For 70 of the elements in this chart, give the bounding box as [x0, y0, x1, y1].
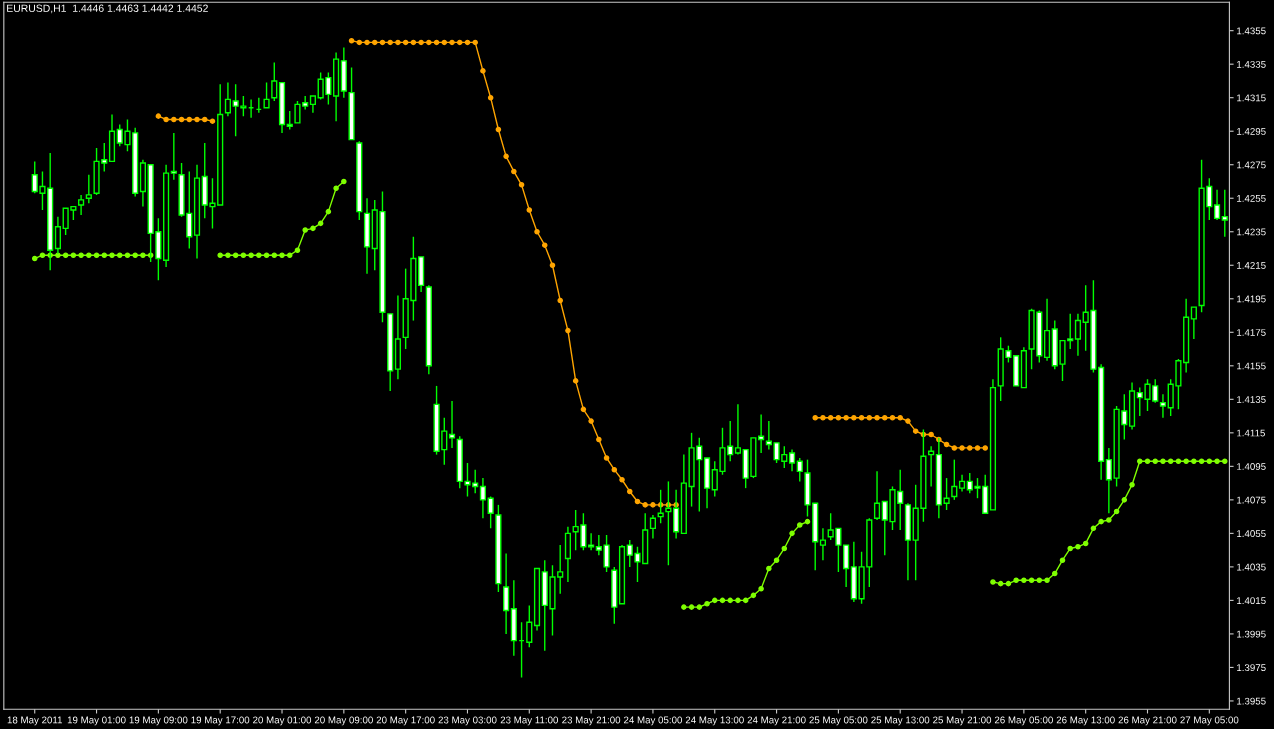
x-tick-label: 25 May 13:00 — [871, 716, 930, 726]
candlestick — [479, 477, 487, 519]
x-tick-label: 23 May 03:00 — [438, 716, 497, 726]
x-tick-label: 24 May 13:00 — [685, 716, 744, 726]
candlestick — [1221, 189, 1228, 238]
y-tick-label: 1.4295 — [1237, 127, 1266, 135]
y-tick-label: 1.4015 — [1237, 597, 1266, 605]
candlestick — [448, 400, 456, 449]
candlestick — [224, 81, 232, 117]
y-tick-label: 1.4255 — [1237, 194, 1266, 202]
candlestick — [54, 215, 62, 255]
y-tick-label: 1.4035 — [1237, 563, 1266, 571]
candlestick — [819, 527, 827, 561]
x-tick-label: 19 May 01:00 — [67, 716, 126, 726]
candlestick — [526, 604, 533, 649]
x-tick-label: 19 May 17:00 — [191, 716, 250, 726]
y-tick-label: 1.4195 — [1237, 295, 1266, 303]
y-tick-label: 1.4135 — [1237, 396, 1266, 403]
candlestick — [843, 544, 850, 588]
x-tick-label: 26 May 21:00 — [1118, 716, 1177, 726]
x-tick-label: 20 May 01:00 — [253, 716, 312, 726]
candlestick — [951, 458, 958, 501]
candlestick — [85, 174, 92, 204]
candlestick — [271, 61, 278, 102]
candlestick — [286, 110, 293, 131]
x-tick-label: 25 May 21:00 — [933, 716, 992, 726]
x-tick-label: 23 May 11:00 — [500, 716, 559, 726]
x-tick-label: 20 May 09:00 — [314, 716, 373, 726]
x-tick-label: 23 May 21:00 — [562, 716, 621, 726]
candlestick — [1074, 313, 1082, 357]
x-tick-label: 20 May 17:00 — [376, 716, 435, 726]
candlestick — [1190, 306, 1197, 340]
candlestick — [1159, 393, 1167, 419]
y-tick-label: 1.4055 — [1237, 530, 1266, 537]
candlestick — [649, 514, 657, 540]
candlestick — [873, 470, 881, 521]
candlestick — [503, 552, 510, 635]
x-tick-label: 24 May 21:00 — [747, 716, 806, 726]
chart-title: EURUSD,H1 1.4446 1.4463 1.4442 1.4452 — [7, 4, 208, 14]
candlestick — [734, 403, 742, 456]
y-tick-label: 1.3995 — [1237, 630, 1266, 638]
x-tick-label: 26 May 05:00 — [994, 716, 1053, 726]
y-tick-label: 1.4115 — [1237, 429, 1265, 437]
y-tick-label: 1.4335 — [1237, 60, 1266, 68]
y-tick-label: 1.4215 — [1237, 262, 1266, 269]
y-tick-label: 1.4355 — [1237, 27, 1266, 35]
candlestick — [758, 413, 765, 454]
x-tick-label: 19 May 09:00 — [129, 716, 188, 726]
x-tick-label: 18 May 2011 — [7, 716, 63, 726]
candlestick — [263, 81, 270, 109]
candlestick — [788, 448, 796, 473]
x-tick-label: 27 May 05:00 — [1180, 716, 1239, 726]
y-tick-label: 1.4075 — [1237, 496, 1266, 504]
y-tick-label: 1.4095 — [1237, 463, 1266, 470]
y-tick-label: 1.3955 — [1237, 697, 1266, 705]
x-tick-label: 24 May 05:00 — [623, 716, 683, 726]
candlestick — [487, 495, 494, 530]
candlestick — [170, 132, 177, 181]
candlestick — [1213, 189, 1221, 221]
y-tick-label: 1.4175 — [1237, 329, 1266, 336]
x-tick-label: 25 May 05:00 — [809, 716, 868, 726]
candlestick — [78, 194, 85, 216]
y-tick-label: 1.4235 — [1237, 228, 1266, 236]
y-tick-label: 1.3975 — [1237, 664, 1266, 672]
x-tick-label: 26 May 13:00 — [1056, 716, 1115, 726]
candlestick — [796, 457, 803, 483]
y-tick-label: 1.4155 — [1237, 362, 1266, 370]
y-tick-label: 1.4315 — [1237, 94, 1266, 102]
candlestick — [588, 532, 595, 551]
y-tick-label: 1.4275 — [1237, 161, 1266, 169]
